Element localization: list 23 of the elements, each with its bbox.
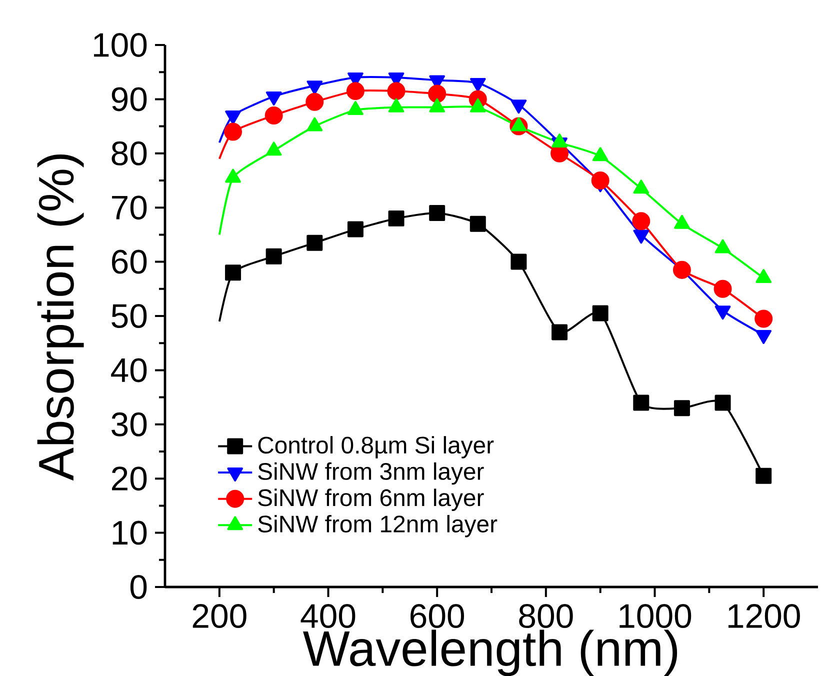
legend-label: SiNW from 6nm layer	[258, 488, 484, 511]
y-tick-label: 40	[111, 358, 147, 382]
y-tick-label: 30	[112, 412, 147, 436]
x-tick-label: 600	[410, 604, 464, 628]
x-axis-title: Wavelength (nm)	[303, 630, 678, 676]
x-tick-label: 400	[300, 604, 356, 628]
legend-label: Control 0.8µm Si layer	[258, 436, 494, 458]
y-tick-label: 20	[112, 466, 147, 491]
x-tick-label: 1200	[728, 604, 800, 628]
y-tick-label: 60	[112, 250, 147, 274]
x-tick-label: 200	[192, 604, 246, 628]
y-tick-label: 70	[112, 196, 147, 220]
y-tick-label: 80	[112, 141, 147, 166]
y-tick-label: 10	[112, 520, 147, 545]
x-tick-label: 1000	[620, 604, 692, 628]
y-tick-label: 90	[112, 87, 147, 112]
y-tick-label: 0	[130, 575, 147, 600]
legend-label: SiNW from 12nm layer	[258, 514, 498, 538]
y-axis-title: Absorption (%)	[37, 154, 84, 481]
y-tick-label: 50	[112, 304, 147, 328]
x-tick-label: 800	[519, 604, 573, 628]
legend-label: SiNW from 3nm layer	[258, 462, 484, 485]
y-tick-label: 100	[94, 33, 147, 57]
